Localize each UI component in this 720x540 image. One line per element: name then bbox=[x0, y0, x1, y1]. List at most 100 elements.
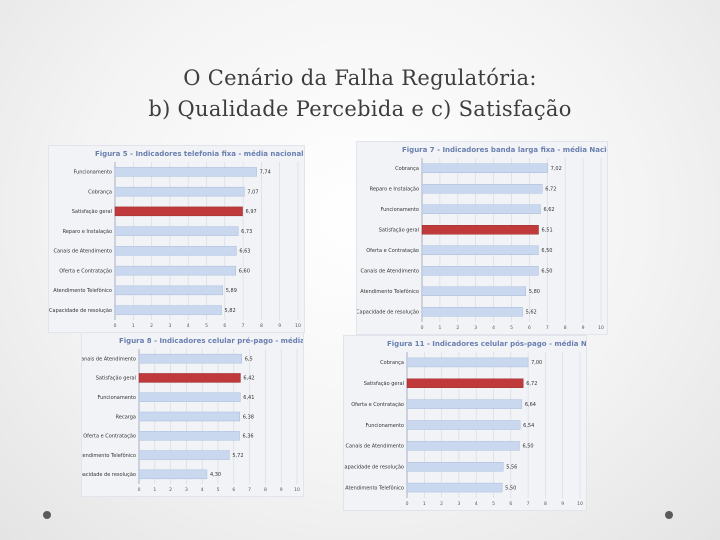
value-label: 5,72 bbox=[232, 453, 243, 459]
tick-label: 5 bbox=[510, 325, 513, 331]
value-label: 6,5 bbox=[245, 356, 253, 362]
bar bbox=[114, 206, 243, 217]
tick-label: 8 bbox=[264, 487, 267, 493]
tick-label: 8 bbox=[260, 323, 263, 329]
tick-label: 9 bbox=[278, 323, 281, 329]
category-label: Satisfação geral bbox=[72, 209, 112, 215]
tick-label: 7 bbox=[248, 487, 251, 493]
value-label: 5,80 bbox=[529, 289, 540, 295]
category-label: Canais de Atendimento bbox=[346, 444, 404, 450]
category-label: Satisfação geral bbox=[379, 228, 419, 234]
tick-label: 6 bbox=[528, 325, 531, 331]
bar bbox=[421, 225, 539, 235]
bar bbox=[114, 246, 237, 256]
category-label: Funcionamento bbox=[97, 395, 136, 401]
value-label: 6,72 bbox=[545, 187, 556, 193]
bar bbox=[406, 482, 503, 493]
bar bbox=[114, 226, 239, 236]
tick-label: 5 bbox=[492, 501, 495, 507]
value-label: 7,74 bbox=[260, 170, 271, 176]
tick-label: 1 bbox=[132, 323, 135, 329]
category-label: Recarga bbox=[116, 414, 136, 420]
category-label: Reparo e Instalação bbox=[370, 187, 419, 193]
value-label: 5,62 bbox=[526, 310, 537, 316]
category-label: Capacidade de resolução bbox=[82, 472, 136, 478]
bar bbox=[138, 450, 230, 460]
chart-title: Figura 5 - Indicadores telefonia fixa - … bbox=[95, 150, 304, 158]
tick-label: 1 bbox=[153, 487, 156, 493]
chart-title: Figura 7 - Indicadores banda larga fixa … bbox=[402, 146, 607, 154]
category-label: Capacidade de resolução bbox=[344, 465, 404, 471]
value-label: 7,02 bbox=[551, 166, 562, 172]
category-label: Cobrança bbox=[88, 189, 112, 195]
category-label: Atendimento Telefônico bbox=[82, 452, 136, 459]
category-label: Capacidade de resolução bbox=[357, 310, 419, 316]
tick-label: 4 bbox=[492, 325, 495, 331]
slide-title-line1: O Cenário da Falha Regulatória: bbox=[183, 66, 537, 90]
category-label: Canais de Atendimento bbox=[361, 269, 419, 275]
value-label: 7,07 bbox=[247, 189, 258, 195]
value-label: 6,62 bbox=[543, 207, 554, 213]
tick-label: 10 bbox=[295, 323, 301, 329]
tick-label: 2 bbox=[456, 325, 459, 331]
bar bbox=[421, 245, 539, 255]
bar bbox=[114, 305, 222, 315]
category-label: Capacidade de resolução bbox=[49, 308, 112, 314]
bar bbox=[138, 431, 240, 441]
category-label: Funcionamento bbox=[365, 423, 404, 429]
value-label: 5,50 bbox=[505, 485, 516, 491]
category-label: Cobrança bbox=[380, 360, 404, 366]
chart-celular-pos-pago: Figura 11 - Indicadores celular pós-pago… bbox=[344, 336, 586, 510]
category-label: Satisfação geral bbox=[364, 381, 404, 387]
value-label: 5,89 bbox=[226, 288, 237, 294]
bar bbox=[421, 286, 527, 296]
value-label: 6,97 bbox=[246, 209, 257, 215]
tick-label: 3 bbox=[474, 325, 477, 331]
chart-telefonia-fixa: Figura 5 - Indicadores telefonia fixa - … bbox=[49, 146, 304, 332]
value-label: 6,36 bbox=[242, 434, 253, 440]
bar bbox=[421, 163, 548, 173]
bar bbox=[138, 353, 242, 364]
category-label: Satisfação geral bbox=[96, 376, 136, 382]
bar bbox=[421, 307, 523, 317]
category-label: Oferta e Contratação bbox=[83, 434, 136, 440]
tick-label: 2 bbox=[150, 323, 153, 329]
category-label: Atendimento Telefônico bbox=[360, 288, 419, 295]
bar bbox=[138, 411, 241, 422]
tick-label: 2 bbox=[440, 501, 443, 507]
bar bbox=[421, 266, 539, 276]
category-label: Funcionamento bbox=[380, 207, 419, 213]
category-label: Oferta e Contratação bbox=[351, 402, 404, 408]
value-label: 4,30 bbox=[210, 472, 221, 478]
tick-label: 6 bbox=[232, 487, 235, 493]
tick-label: 5 bbox=[217, 487, 220, 493]
tick-label: 0 bbox=[406, 501, 409, 507]
chart-svg: Figura 5 - Indicadores telefonia fixa - … bbox=[49, 150, 304, 329]
tick-label: 0 bbox=[114, 323, 117, 329]
tick-label: 6 bbox=[509, 501, 512, 507]
value-label: 6,64 bbox=[525, 402, 536, 408]
category-label: Canais de Atendimento bbox=[54, 249, 112, 255]
value-label: 7,00 bbox=[531, 360, 542, 366]
category-label: Atendimento Telefônico bbox=[345, 484, 404, 491]
tick-label: 2 bbox=[169, 487, 172, 493]
bullet-right-icon bbox=[665, 511, 673, 519]
tick-label: 5 bbox=[205, 323, 208, 329]
bar bbox=[406, 462, 504, 472]
tick-label: 1 bbox=[423, 501, 426, 507]
chart-title: Figura 11 - Indicadores celular pós-pago… bbox=[387, 340, 586, 348]
tick-label: 9 bbox=[561, 501, 564, 507]
bar bbox=[421, 204, 541, 214]
bar bbox=[114, 265, 236, 276]
chart-svg: Figura 11 - Indicadores celular pós-pago… bbox=[344, 340, 586, 507]
tick-label: 1 bbox=[438, 325, 441, 331]
bar bbox=[406, 441, 520, 451]
tick-label: 6 bbox=[223, 323, 226, 329]
bar bbox=[406, 420, 521, 430]
value-label: 6,50 bbox=[522, 444, 533, 450]
tick-label: 7 bbox=[527, 501, 530, 507]
tick-label: 7 bbox=[546, 325, 549, 331]
value-label: 6,63 bbox=[239, 249, 250, 255]
bar bbox=[138, 469, 208, 480]
category-label: Canais de Atendimento bbox=[82, 356, 136, 362]
